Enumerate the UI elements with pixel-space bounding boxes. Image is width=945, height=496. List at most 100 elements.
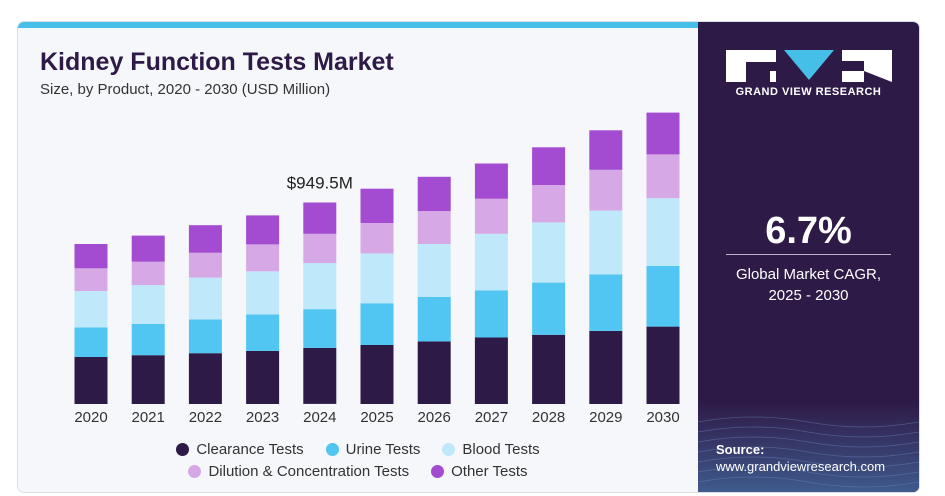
- x-tick-label-2026: 2026: [418, 409, 451, 426]
- x-tick-label-2021: 2021: [132, 409, 165, 426]
- legend-swatch-urine: [325, 442, 339, 456]
- bar-segment-2029-2: [589, 210, 623, 275]
- cagr-value: 6.7%: [765, 210, 852, 252]
- x-tick-label-2027: 2027: [475, 409, 508, 426]
- bar-segment-2030-3: [646, 154, 680, 199]
- bar-group-2020: [74, 244, 108, 404]
- source-url[interactable]: www.grandviewresearch.com: [716, 459, 886, 474]
- bar-group-2028: [532, 147, 566, 404]
- bar-segment-2027-0: [474, 337, 508, 404]
- x-tick-label-2022: 2022: [189, 409, 222, 426]
- bar-group-2025: [360, 188, 394, 404]
- bar-segment-2025-1: [360, 303, 394, 345]
- wave-pattern-icon: [698, 402, 919, 492]
- legend-label-blood: Blood Tests: [462, 440, 540, 458]
- bar-segment-2027-3: [474, 198, 508, 234]
- bar-segment-2024-4: [303, 202, 337, 234]
- x-tick-label-2023: 2023: [246, 409, 279, 426]
- x-tick-label-2024: 2024: [303, 409, 336, 426]
- chart-card: Kidney Function Tests Market Size, by Pr…: [18, 22, 919, 492]
- cagr-label: Global Market CAGR, 2025 - 2030: [698, 264, 919, 306]
- cagr-label-line-2: 2025 - 2030: [768, 287, 849, 304]
- bar-segment-2028-1: [532, 282, 566, 335]
- bar-segment-2024-0: [303, 347, 337, 404]
- bar-segment-2021-4: [131, 235, 165, 262]
- bar-segment-2023-2: [246, 271, 280, 315]
- bar-segment-2030-2: [646, 198, 680, 266]
- bar-segment-2023-0: [246, 350, 280, 404]
- legend-label-other: Other Tests: [451, 462, 528, 480]
- bar-group-2026: [417, 176, 451, 404]
- source-label: Source:: [716, 442, 765, 457]
- bar-segment-2025-4: [360, 188, 394, 223]
- bar-segment-2028-2: [532, 222, 566, 283]
- bar-segment-2021-3: [131, 261, 165, 286]
- bar-segment-2023-4: [246, 215, 280, 245]
- bar-segment-2026-0: [417, 341, 451, 404]
- bar-segment-2021-1: [131, 323, 165, 356]
- bar-segment-2030-1: [646, 266, 680, 327]
- x-tick-label-2028: 2028: [532, 409, 565, 426]
- legend-label-dilution: Dilution & Concentration Tests: [208, 462, 410, 480]
- x-tick-label-2029: 2029: [589, 409, 622, 426]
- bar-segment-2029-1: [589, 274, 623, 331]
- bar-group-2023: [246, 215, 280, 404]
- legend-row-1: Clearance Tests Urine Tests Blood Tests: [18, 438, 698, 460]
- chart-title: Kidney Function Tests Market: [40, 48, 394, 76]
- bar-segment-2027-2: [474, 233, 508, 291]
- bar-segment-2023-1: [246, 314, 280, 351]
- value-annotation-2024: $949.5M: [287, 174, 353, 193]
- legend-swatch-blood: [442, 442, 456, 456]
- legend-item-clearance: Clearance Tests: [176, 440, 304, 458]
- x-tick-label-2025: 2025: [360, 409, 393, 426]
- bar-segment-2026-3: [417, 211, 451, 244]
- bar-segment-2029-4: [589, 130, 623, 170]
- legend-label-urine: Urine Tests: [345, 440, 421, 458]
- bar-segment-2020-1: [74, 327, 108, 357]
- bar-segment-2022-2: [188, 277, 222, 320]
- bar-segment-2025-3: [360, 222, 394, 254]
- legend-swatch-clearance: [176, 442, 190, 456]
- bar-group-2029: [589, 130, 623, 404]
- brand-name: GRAND VIEW RESEARCH: [735, 86, 882, 98]
- bar-segment-2029-3: [589, 169, 623, 211]
- legend-item-dilution: Dilution & Concentration Tests: [188, 463, 409, 480]
- cagr-label-line-1: Global Market CAGR,: [735, 266, 882, 283]
- bar-segment-2024-1: [303, 309, 337, 348]
- bar-segment-2020-4: [74, 244, 108, 269]
- accent-bar: [18, 22, 698, 28]
- gvr-logo-icon: [726, 50, 892, 82]
- legend-swatch-dilution: [188, 464, 202, 478]
- bar-segment-2022-1: [188, 319, 222, 354]
- bar-segment-2024-2: [303, 263, 337, 310]
- bar-segment-2022-4: [188, 225, 222, 253]
- chart-subtitle: Size, by Product, 2020 - 2030 (USD Milli…: [40, 81, 331, 98]
- legend-swatch-other: [431, 464, 445, 478]
- bar-segment-2024-3: [303, 233, 337, 264]
- bar-segment-2028-3: [532, 185, 566, 223]
- bar-segment-2029-0: [589, 330, 623, 404]
- bar-segment-2027-4: [474, 163, 508, 199]
- bar-segment-2022-3: [188, 252, 222, 278]
- x-tick-label-2020: 2020: [74, 409, 107, 426]
- bar-segment-2025-2: [360, 253, 394, 304]
- bar-segment-2026-1: [417, 296, 451, 342]
- bar-segment-2023-3: [246, 244, 280, 272]
- bar-segment-2026-2: [417, 244, 451, 297]
- legend-item-urine: Urine Tests: [325, 440, 421, 458]
- bar-group-2024: [303, 202, 337, 404]
- legend-label-clearance: Clearance Tests: [196, 440, 304, 458]
- bar-group-2021: [131, 235, 165, 404]
- cagr-divider: [726, 254, 891, 255]
- bar-segment-2020-3: [74, 268, 108, 291]
- bar-group-2022: [188, 225, 222, 404]
- bar-segment-2030-4: [646, 112, 680, 155]
- bar-segment-2021-2: [131, 285, 165, 324]
- legend-item-blood: Blood Tests: [442, 440, 540, 458]
- legend-item-other: Other Tests: [431, 462, 528, 480]
- bar-segment-2028-0: [532, 334, 566, 404]
- bar-segment-2020-2: [74, 291, 108, 328]
- legend: Clearance Tests Urine Tests Blood Tests …: [18, 438, 698, 482]
- bar-segment-2020-0: [74, 357, 108, 404]
- stacked-bar-chart: 2020 2021 2022 2023 2024 $949.5M 2025 2026 2027 2…: [74, 112, 680, 426]
